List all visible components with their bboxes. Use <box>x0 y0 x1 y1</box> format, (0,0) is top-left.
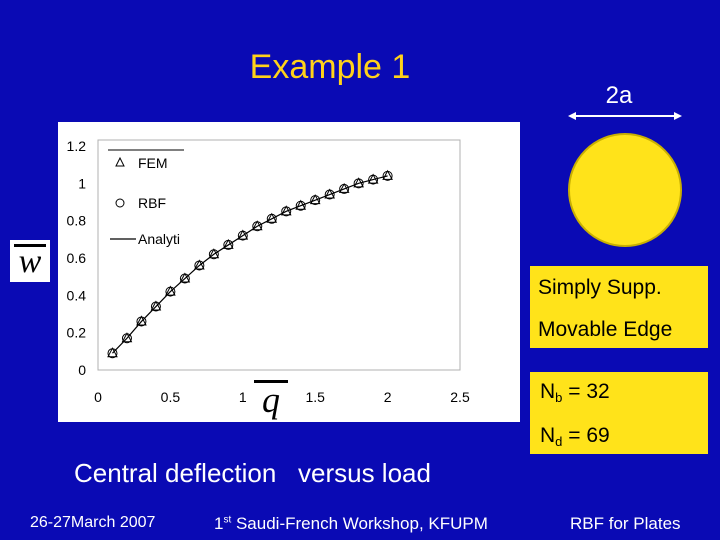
support-line-1: Simply Supp. <box>538 276 662 299</box>
nb-sub: b <box>555 390 563 405</box>
footer-topic: RBF for Plates <box>570 514 681 533</box>
fem-point <box>208 248 220 259</box>
legend-analytic-label: Analyti <box>138 231 180 247</box>
fem-point <box>222 238 234 249</box>
deflection-chart: 0 0.2 0.4 0.6 0.8 1 1.2 0 0.5 1 1.5 2 2.5 FEM RBF Analy… <box>67 138 470 405</box>
fem-point <box>295 199 307 210</box>
node-count-box: Nb = 32 Nd = 69 <box>530 372 708 454</box>
nb-line: Nb = 32 <box>540 380 610 405</box>
legend-rbf-label: RBF <box>138 195 166 211</box>
fem-point <box>309 194 321 205</box>
fem-point <box>382 169 393 180</box>
legend-fem-marker <box>115 156 125 167</box>
x-axis-symbol-text: q <box>262 380 280 420</box>
legend-fem-label: FEM <box>138 155 168 171</box>
fem-point <box>367 173 379 184</box>
workshop-sup: st <box>223 514 232 526</box>
fem-point <box>251 220 263 231</box>
fem-point <box>136 315 147 326</box>
footer-date: 26-27March 2007 <box>30 514 156 531</box>
y-tick-label: 0 <box>78 362 86 378</box>
fem-point <box>150 300 162 311</box>
fem-point <box>353 177 364 188</box>
y-tick-label: 0.2 <box>67 325 87 341</box>
x-axis-symbol: q <box>248 372 294 422</box>
y-tick-label: 1.2 <box>67 138 87 154</box>
y-tick-label: 0.8 <box>67 213 87 229</box>
fem-point <box>194 259 205 270</box>
overbar <box>14 244 46 247</box>
plate-circle <box>568 133 682 247</box>
y-tick-label: 0.6 <box>67 250 87 266</box>
x-tick-label: 1.5 <box>305 389 325 405</box>
nd-sub: d <box>555 434 563 449</box>
support-line-2: Movable Edge <box>538 318 673 341</box>
workshop-rest: Saudi-French Workshop, KFUPM <box>231 514 488 533</box>
series-line-analytic <box>112 175 388 354</box>
dimension-label: 2a <box>605 82 633 109</box>
nb-letter: N <box>540 380 556 403</box>
nb-value: = 32 <box>562 380 610 403</box>
fem-point <box>280 205 292 216</box>
workshop-ordinal: 1 <box>214 514 224 533</box>
fem-point <box>237 229 249 240</box>
fem-point <box>107 347 118 358</box>
y-tick-label: 1 <box>78 175 86 191</box>
fem-point <box>338 182 350 193</box>
nd-line: Nd = 69 <box>540 424 610 449</box>
x-tick-label: 0.5 <box>161 389 181 405</box>
y-tick-label: 0.4 <box>67 287 87 303</box>
y-axis-symbol: w <box>10 240 50 282</box>
y-axis-symbol-text: w <box>18 243 42 280</box>
x-tick-label: 2.5 <box>450 389 470 405</box>
slide-title: Example 1 <box>249 48 411 86</box>
fem-point <box>324 188 336 199</box>
overbar <box>254 380 288 383</box>
support-condition-box: Simply Supp. Movable Edge <box>530 266 708 348</box>
nd-value: = 69 <box>562 424 610 447</box>
legend-rbf-marker <box>115 198 125 208</box>
x-tick-label: 2 <box>384 389 392 405</box>
fem-point <box>266 212 278 223</box>
fem-point <box>121 332 133 343</box>
dimension-arrow <box>568 112 682 120</box>
fem-point <box>179 272 191 283</box>
x-tick-label: 0 <box>94 389 102 405</box>
caption: Central deflection versus load <box>74 458 431 488</box>
nd-letter: N <box>540 424 556 447</box>
x-tick-label: 1 <box>239 389 247 405</box>
footer-workshop: 1st Saudi-French Workshop, KFUPM <box>214 514 488 534</box>
fem-point <box>165 285 176 296</box>
plot-frame <box>97 139 461 371</box>
